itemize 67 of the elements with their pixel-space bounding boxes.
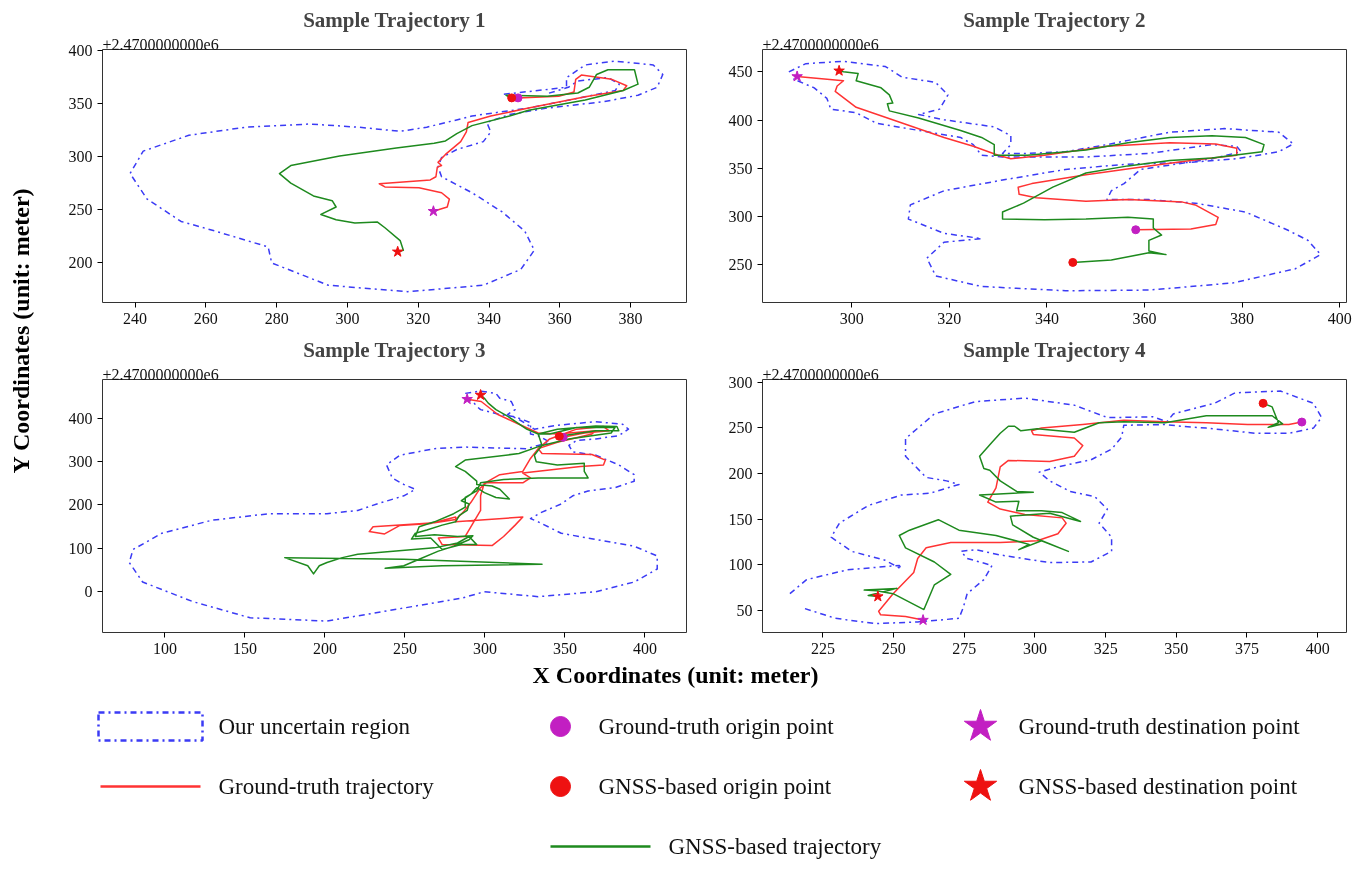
x-tick-label: 280	[264, 309, 289, 327]
legend-label: GNSS-based trajectory	[668, 834, 882, 859]
legend-label: GNSS-based destination point	[1018, 774, 1298, 799]
x-tick-label: 340	[477, 309, 501, 327]
y-tick-label: 100	[68, 539, 93, 557]
legend-label: GNSS-based origin point	[598, 774, 832, 799]
chart-title: Sample Trajectory 1	[303, 7, 486, 32]
x-tick-label: 380	[618, 309, 643, 327]
y-tick-label: 50	[736, 602, 753, 620]
x-tick-label: 380	[1230, 309, 1255, 327]
y-tick-label: 350	[728, 159, 753, 177]
annotation: +2.4700000000e6	[102, 35, 219, 53]
x-tick-label: 340	[1034, 309, 1059, 327]
legend-label: Our uncertain region	[218, 714, 411, 739]
y-tick-label: 400	[68, 409, 93, 427]
y-tick-label: 400	[728, 111, 753, 129]
x-tick-label: 400	[1327, 309, 1352, 327]
x-tick-label: 350	[552, 639, 577, 657]
y-axis-title: Y Coordinates (unit: meter)	[7, 188, 34, 474]
x-tick-label: 100	[152, 639, 177, 657]
annotation: +2.4700000000e6	[102, 365, 219, 383]
y-tick-label: 350	[68, 94, 93, 112]
y-tick-label: 250	[728, 256, 753, 274]
x-tick-label: 260	[193, 309, 218, 327]
y-tick-label: 0	[84, 582, 93, 600]
x-tick-label: 400	[632, 639, 657, 657]
x-tick-label: 360	[547, 309, 572, 327]
y-tick-label: 300	[728, 207, 753, 225]
y-tick-label: 200	[68, 253, 93, 271]
chart-title: Sample Trajectory 2	[963, 7, 1146, 32]
x-tick-label: 320	[406, 309, 431, 327]
y-tick-label: 150	[728, 510, 753, 528]
annotation: +2.4700000000e6	[762, 365, 879, 383]
legend-label: Ground-truth origin point	[598, 714, 835, 739]
x-tick-label: 275	[952, 639, 977, 657]
x-tick-label: 350	[1164, 639, 1189, 657]
y-tick-label: 250	[728, 419, 753, 437]
y-tick-label: 200	[728, 465, 753, 483]
x-tick-label: 250	[392, 639, 417, 657]
x-tick-label: 200	[312, 639, 337, 657]
y-tick-label: 400	[68, 42, 93, 60]
x-tick-label: 250	[881, 639, 906, 657]
y-tick-label: 300	[68, 147, 93, 165]
chart-title: Sample Trajectory 3	[303, 337, 486, 362]
y-tick-label: 250	[68, 200, 93, 218]
x-tick-label: 300	[839, 309, 864, 327]
x-tick-label: 225	[810, 639, 835, 657]
x-axis-title: X Coordinates (unit: meter)	[532, 661, 819, 688]
y-tick-label: 100	[728, 556, 753, 574]
x-tick-label: 240	[123, 309, 148, 327]
x-tick-label: 300	[1023, 639, 1047, 657]
y-tick-label: 300	[68, 453, 93, 471]
y-tick-label: 450	[728, 63, 753, 81]
annotation: +2.4700000000e6	[762, 35, 879, 53]
x-tick-label: 150	[232, 639, 257, 657]
y-tick-label: 200	[68, 496, 93, 514]
x-tick-label: 300	[472, 639, 497, 657]
x-tick-label: 375	[1235, 639, 1259, 657]
chart-title: Sample Trajectory 4	[963, 337, 1146, 362]
x-tick-label: 300	[335, 309, 360, 327]
x-tick-label: 400	[1305, 639, 1330, 657]
x-tick-label: 360	[1132, 309, 1157, 327]
x-tick-label: 325	[1093, 639, 1118, 657]
legend-label: Ground-truth trajectory	[218, 774, 435, 799]
x-tick-label: 320	[937, 309, 962, 327]
y-tick-label: 300	[728, 373, 753, 391]
legend-label: Ground-truth destination point	[1018, 714, 1301, 739]
